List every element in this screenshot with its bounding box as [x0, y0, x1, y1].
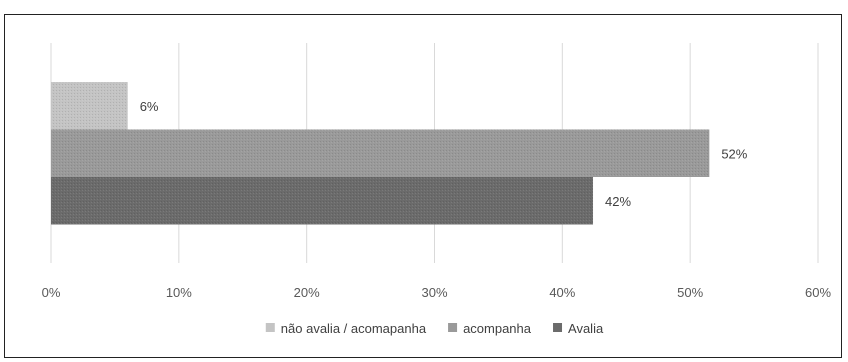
x-axis-ticks: 0% 10% 20% 30% 40% 50% 60% — [42, 285, 832, 300]
bars — [51, 82, 710, 225]
x-tick-label: 30% — [421, 285, 447, 300]
legend-label: não avalia / acomapanha — [281, 321, 427, 336]
x-tick-label: 20% — [294, 285, 320, 300]
legend-swatch — [448, 323, 458, 332]
data-label: 52% — [721, 146, 747, 161]
x-tick-label: 0% — [42, 285, 61, 300]
x-tick-label: 50% — [677, 285, 703, 300]
x-tick-label: 10% — [166, 285, 192, 300]
legend-label: acompanha — [463, 321, 532, 336]
x-tick-label: 60% — [805, 285, 831, 300]
x-tick-label: 40% — [549, 285, 575, 300]
data-label: 6% — [140, 99, 159, 114]
bar-texture — [51, 129, 710, 177]
bar-chart: 6% 52% 42% 0% 10% 20% 30% 40% 50% 60% não avalia… — [42, 43, 832, 336]
legend-label: Avalia — [568, 321, 604, 336]
bar-texture — [51, 177, 594, 225]
legend-swatch — [265, 323, 275, 332]
chart-frame: 6% 52% 42% 0% 10% 20% 30% 40% 50% 60% não avalia… — [4, 14, 842, 358]
data-labels: 6% 52% 42% — [140, 99, 748, 209]
data-label: 42% — [605, 194, 631, 209]
bar-texture — [51, 82, 128, 130]
legend: não avalia / acomapanha acompanha Avalia — [265, 321, 604, 336]
legend-swatch — [553, 323, 563, 332]
